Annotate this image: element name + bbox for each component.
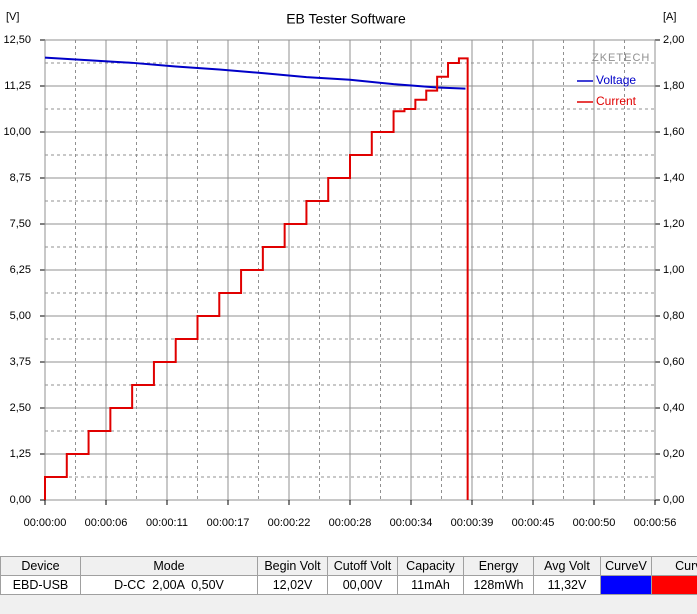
watermark: ZKETECH xyxy=(592,52,650,64)
legend-label: Voltage xyxy=(596,73,636,87)
x-tick-label: 00:00:28 xyxy=(329,517,372,529)
legend-label: Current xyxy=(596,94,637,108)
y-tick-label: 2,50 xyxy=(10,402,31,414)
y2-tick-label: 1,40 xyxy=(663,172,684,184)
cell: 00,00V xyxy=(327,575,398,595)
x-tick-label: 00:00:45 xyxy=(512,517,555,529)
x-tick-label: 00:00:06 xyxy=(85,517,128,529)
cell: 12,02V xyxy=(257,575,328,595)
header-cell: CurveV xyxy=(600,556,652,576)
header-cell: Begin Volt xyxy=(257,556,328,576)
header-cell: Mode xyxy=(80,556,258,576)
series-line xyxy=(44,57,469,500)
y2-tick-label: 1,60 xyxy=(663,126,684,138)
y2-axis-label: [A] xyxy=(663,11,676,23)
y-tick-label: 1,25 xyxy=(10,448,31,460)
curve-color-cell xyxy=(600,575,652,595)
chart: EB Tester Software [V] [A] 0,00 1,25 2,50 3… xyxy=(3,11,684,529)
cell: 11mAh xyxy=(397,575,464,595)
y-tick-label: 12,50 xyxy=(3,34,31,46)
header-cell: Avg Volt xyxy=(533,556,601,576)
y-tick-label: 8,75 xyxy=(10,172,31,184)
summary-table: Device Mode Begin Volt Cutoff Volt Capacity E… xyxy=(0,556,697,614)
y-tick-label: 5,00 xyxy=(10,310,31,322)
y-tick-label: 10,00 xyxy=(3,126,31,138)
series-line xyxy=(44,56,466,90)
x-tick-label: 00:00:11 xyxy=(146,517,188,529)
y2-tick-label: 0,20 xyxy=(663,448,684,460)
header-cell: CurveA xyxy=(651,556,697,576)
y-tick-label: 6,25 xyxy=(10,264,31,276)
chart-title: EB Tester Software xyxy=(286,11,406,27)
x-tick-label: 00:00:17 xyxy=(207,517,250,529)
header-cell: Energy xyxy=(463,556,534,576)
y-axis-label: [V] xyxy=(6,11,19,23)
cell: D-CC 2,00A 0,50V xyxy=(80,575,258,595)
x-tick-label: 00:00:50 xyxy=(573,517,616,529)
y2-tick-label: 2,00 xyxy=(663,34,684,46)
header-row: Device Mode Begin Volt Cutoff Volt Capacity E… xyxy=(0,556,697,576)
cell: 11,32V xyxy=(533,575,601,595)
table: Device Mode Begin Volt Cutoff Volt Capacity E… xyxy=(0,556,697,595)
curve-color-cell xyxy=(651,575,697,595)
y2-tick-label: 0,00 xyxy=(663,494,684,506)
header-cell: Cutoff Volt xyxy=(327,556,398,576)
y2-tick-label: 1,20 xyxy=(663,218,684,230)
y2-tick-label: 1,80 xyxy=(663,80,684,92)
y2-tick-label: 0,80 xyxy=(663,310,684,322)
y2-tick-label: 0,40 xyxy=(663,402,684,414)
data-row: EBD-USB D-CC 2,00A 0,50V 12,02V 00,00V 11mAh… xyxy=(0,575,697,595)
y2-tick-label: 0,60 xyxy=(663,356,684,368)
x-tick-label: 00:00:56 xyxy=(634,517,677,529)
cell: EBD-USB xyxy=(0,575,81,595)
y-tick-label: 7,50 xyxy=(10,218,31,230)
x-tick-label: 00:00:00 xyxy=(24,517,67,529)
header-cell: Device xyxy=(0,556,81,576)
y2-tick-label: 1,00 xyxy=(663,264,684,276)
y-tick-label: 11,25 xyxy=(4,80,31,92)
header-cell: Capacity xyxy=(397,556,464,576)
x-tick-label: 00:00:39 xyxy=(451,517,494,529)
y-tick-label: 0,00 xyxy=(10,494,31,506)
table-body: Device Mode Begin Volt Cutoff Volt Capacity E… xyxy=(0,556,697,595)
y-tick-label: 3,75 xyxy=(10,356,31,368)
x-tick-label: 00:00:34 xyxy=(390,517,433,529)
cell: 128mWh xyxy=(463,575,534,595)
x-tick-label: 00:00:22 xyxy=(268,517,311,529)
